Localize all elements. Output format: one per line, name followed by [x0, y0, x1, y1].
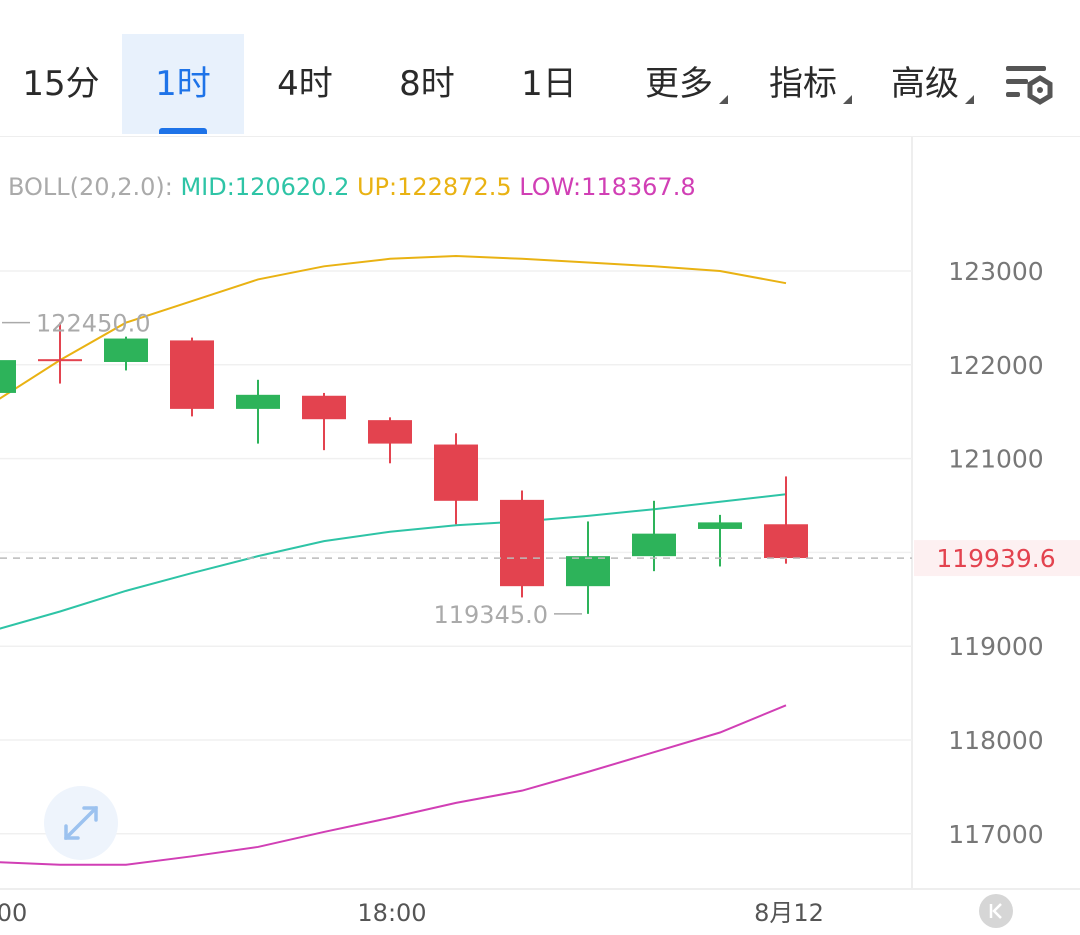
y-tick-label: 118000 — [948, 726, 1043, 755]
dropdown-menu[interactable]: 高级 — [870, 34, 980, 134]
boll-up-line — [0, 254, 787, 400]
tab-timeframe-label: 1时 — [155, 64, 211, 104]
expand-chart-button[interactable] — [44, 786, 118, 860]
x-tick-label: 18:00 — [357, 899, 426, 927]
candle-body — [104, 338, 148, 362]
dropdown-menu-label: 指标 — [769, 64, 837, 104]
candle-body — [38, 359, 82, 362]
scroll-to-latest-icon — [989, 903, 1002, 919]
dropdown-arrow-icon — [843, 95, 852, 104]
candle-body — [632, 533, 676, 557]
boll-legend: BOLL(20,2.0): MID:120620.2 UP:122872.5 L… — [8, 173, 696, 201]
candle-body — [434, 444, 478, 501]
tab-timeframe-label: 1日 — [521, 64, 577, 104]
candle-body — [698, 522, 742, 529]
candle-body — [302, 395, 346, 420]
expand-arrows-icon — [64, 806, 98, 840]
candle-body — [500, 499, 544, 587]
tab-timeframe[interactable]: 4时 — [244, 34, 366, 134]
boll-up-label: UP:122872.5 — [356, 173, 512, 201]
low-marker-label: 119345.0 — [433, 601, 548, 629]
timeframe-toolbar: 15分 1时 4时 8时 1日 更多 指标 高级 — [0, 0, 1080, 137]
tab-timeframe[interactable]: 15分 — [0, 34, 122, 134]
dropdown-menu-label: 高级 — [891, 64, 959, 104]
candle-body — [170, 340, 214, 409]
boll-low-label: LOW:118367.8 — [519, 173, 696, 201]
tab-timeframe[interactable]: 1日 — [488, 34, 610, 134]
boll-mid-line — [0, 493, 787, 630]
tab-timeframe[interactable]: 8时 — [366, 34, 488, 134]
dropdown-menu[interactable]: 更多 — [624, 34, 734, 134]
boll-mid-label: MID:120620.2 — [180, 173, 350, 201]
candle-body — [368, 420, 412, 444]
y-tick-label: 119000 — [948, 632, 1043, 661]
candle-body — [566, 556, 610, 587]
y-tick-label: 122000 — [948, 351, 1043, 380]
dropdown-menu[interactable]: 指标 — [748, 34, 858, 134]
candlestick-chart: 123000 122000 121000 119000 118000 117000 00 18… — [0, 137, 1080, 927]
y-tick-label: 121000 — [948, 445, 1043, 474]
candle-body — [0, 360, 16, 393]
price-tag: 119939.6 — [936, 544, 1055, 573]
chart-settings-icon — [1006, 66, 1053, 105]
high-marker-label: 122450.0 — [36, 310, 151, 338]
candle-body — [764, 524, 808, 559]
chart-settings-button[interactable] — [1000, 60, 1056, 110]
scroll-to-latest-button[interactable] — [979, 894, 1013, 928]
tab-timeframe-label: 8时 — [399, 64, 455, 104]
chart-area[interactable]: 123000 122000 121000 119000 118000 117000 00 18… — [0, 137, 1080, 935]
tab-timeframe-label: 15分 — [22, 64, 100, 104]
tab-timeframe[interactable]: 1时 — [122, 34, 244, 134]
x-tick-label: 8月12 — [754, 899, 824, 927]
price-tag-background — [914, 540, 1080, 577]
dropdown-arrow-icon — [719, 95, 728, 104]
candle-body — [236, 394, 280, 409]
x-tick-label: 00 — [0, 899, 27, 927]
active-tab-indicator — [159, 128, 207, 134]
tab-timeframe-label: 4时 — [277, 64, 333, 104]
dropdown-menu-label: 更多 — [645, 64, 713, 104]
boll-prefix: BOLL(20,2.0): — [8, 173, 173, 201]
y-tick-label: 123000 — [948, 257, 1043, 286]
dropdown-arrow-icon — [965, 95, 974, 104]
y-tick-label: 117000 — [948, 820, 1043, 849]
boll-low-line — [0, 704, 787, 866]
